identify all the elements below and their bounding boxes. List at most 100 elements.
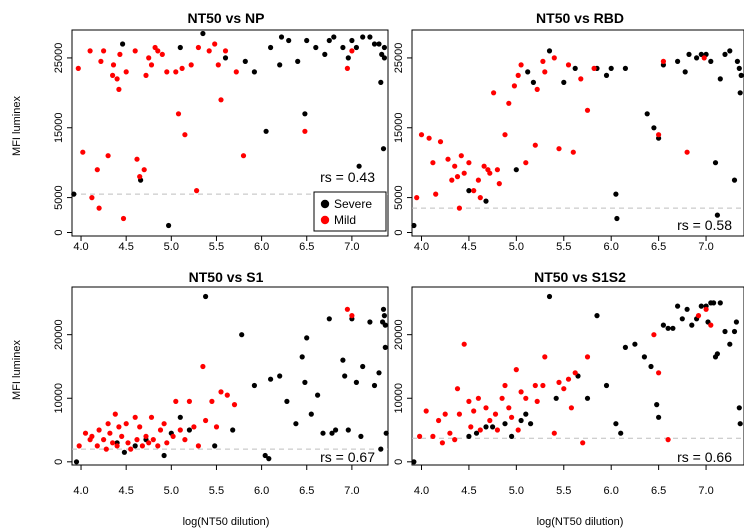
severe-point <box>333 427 339 433</box>
mild-point <box>481 163 487 169</box>
severe-point <box>212 443 218 449</box>
mild-point <box>540 58 546 64</box>
mild-point <box>454 174 461 180</box>
mild-point <box>119 433 125 439</box>
mild-point <box>110 72 116 78</box>
severe-point <box>613 421 619 427</box>
mild-point <box>695 313 702 319</box>
mild-point <box>515 72 521 78</box>
y-axis-ticks: 0 5000 15000 25000 <box>393 43 412 236</box>
mild-point <box>195 443 201 449</box>
legend-box <box>313 191 387 232</box>
severe-point <box>553 395 559 401</box>
legend: Severe Mild <box>313 191 387 232</box>
severe-point <box>622 344 629 350</box>
x-tick-label: 4.0 <box>73 241 88 253</box>
plot-frame <box>411 29 744 237</box>
severe-point <box>378 79 384 85</box>
data-points <box>411 48 744 229</box>
mild-point <box>112 411 118 417</box>
correlation-annotation: rs = 0.66 <box>677 449 732 465</box>
y-tick-label: 0 <box>393 229 405 235</box>
mild-point <box>506 100 512 106</box>
mild-point <box>148 414 155 420</box>
mild-point <box>182 437 188 443</box>
severe-point <box>295 58 301 64</box>
severe-point <box>222 55 229 61</box>
x-tick-label: 4.5 <box>119 485 134 497</box>
x-tick-label: 6.0 <box>254 241 269 253</box>
mild-point <box>466 398 472 404</box>
mild-point <box>107 430 113 436</box>
severe-point <box>251 382 257 389</box>
mild-point <box>157 427 164 433</box>
severe-point <box>632 341 638 347</box>
mild-point <box>703 306 709 312</box>
severe-point <box>502 421 508 427</box>
severe-point <box>200 30 206 37</box>
mild-point <box>445 156 451 162</box>
mild-point <box>141 167 147 173</box>
severe-point <box>367 34 373 40</box>
mild-point <box>551 430 557 436</box>
mild-point <box>568 405 575 411</box>
severe-point <box>717 300 723 306</box>
mild-point <box>94 443 100 449</box>
severe-point <box>239 332 245 338</box>
severe-point <box>675 303 681 309</box>
mild-point <box>684 149 690 155</box>
severe-point <box>675 58 681 64</box>
x-tick-label: 6.0 <box>604 241 619 253</box>
plot-frame <box>411 286 744 466</box>
severe-point <box>177 44 183 51</box>
severe-point <box>345 427 351 433</box>
mild-point <box>471 408 477 414</box>
severe-point <box>278 34 285 40</box>
severe-point <box>665 325 671 331</box>
severe-point <box>648 363 654 370</box>
severe-point <box>367 319 373 325</box>
legend-severe-label: Severe <box>334 197 372 211</box>
severe-point <box>230 427 236 433</box>
mild-point <box>155 48 161 54</box>
severe-point <box>302 379 308 385</box>
mild-point <box>477 195 483 201</box>
mild-point <box>483 405 489 411</box>
mild-point <box>491 90 497 96</box>
severe-point <box>651 125 657 131</box>
mild-point <box>82 430 89 436</box>
mild-point <box>101 437 107 443</box>
mild-point <box>513 367 519 373</box>
y-tick-label: 0 <box>393 459 405 465</box>
correlation-annotation: rs = 0.43 <box>320 169 375 185</box>
x-tick-label: 6.5 <box>299 241 314 253</box>
severe-point <box>376 41 382 47</box>
severe-point <box>242 58 248 64</box>
mild-point <box>471 188 477 194</box>
severe-point <box>679 316 685 322</box>
mild-point <box>213 424 220 430</box>
severe-point <box>263 128 269 134</box>
severe-point <box>466 433 472 439</box>
mild-point <box>534 86 540 92</box>
mild-point <box>542 354 548 360</box>
x-tick-label: 7.0 <box>344 241 359 253</box>
x-tick-label: 6.0 <box>254 485 269 497</box>
mild-point <box>137 424 143 430</box>
mild-point <box>182 132 188 138</box>
mild-point <box>523 395 529 401</box>
mild-point <box>580 440 586 446</box>
mild-point <box>494 427 500 433</box>
mild-point <box>418 132 425 138</box>
y-axis-label: MFI luminex <box>11 340 23 400</box>
mild-point <box>125 440 131 446</box>
mild-point <box>120 215 127 222</box>
severe-point <box>382 344 388 350</box>
panel-nt50-vs-rbd: NT50 vs RBD 4.0 4.5 5.0 5.5 6.0 6.5 7.0 0 5000 1… <box>393 10 744 253</box>
mild-point <box>159 51 165 58</box>
plot-frame <box>71 29 389 237</box>
severe-point <box>722 328 728 335</box>
mild-point <box>96 427 102 433</box>
mild-point <box>103 446 109 452</box>
